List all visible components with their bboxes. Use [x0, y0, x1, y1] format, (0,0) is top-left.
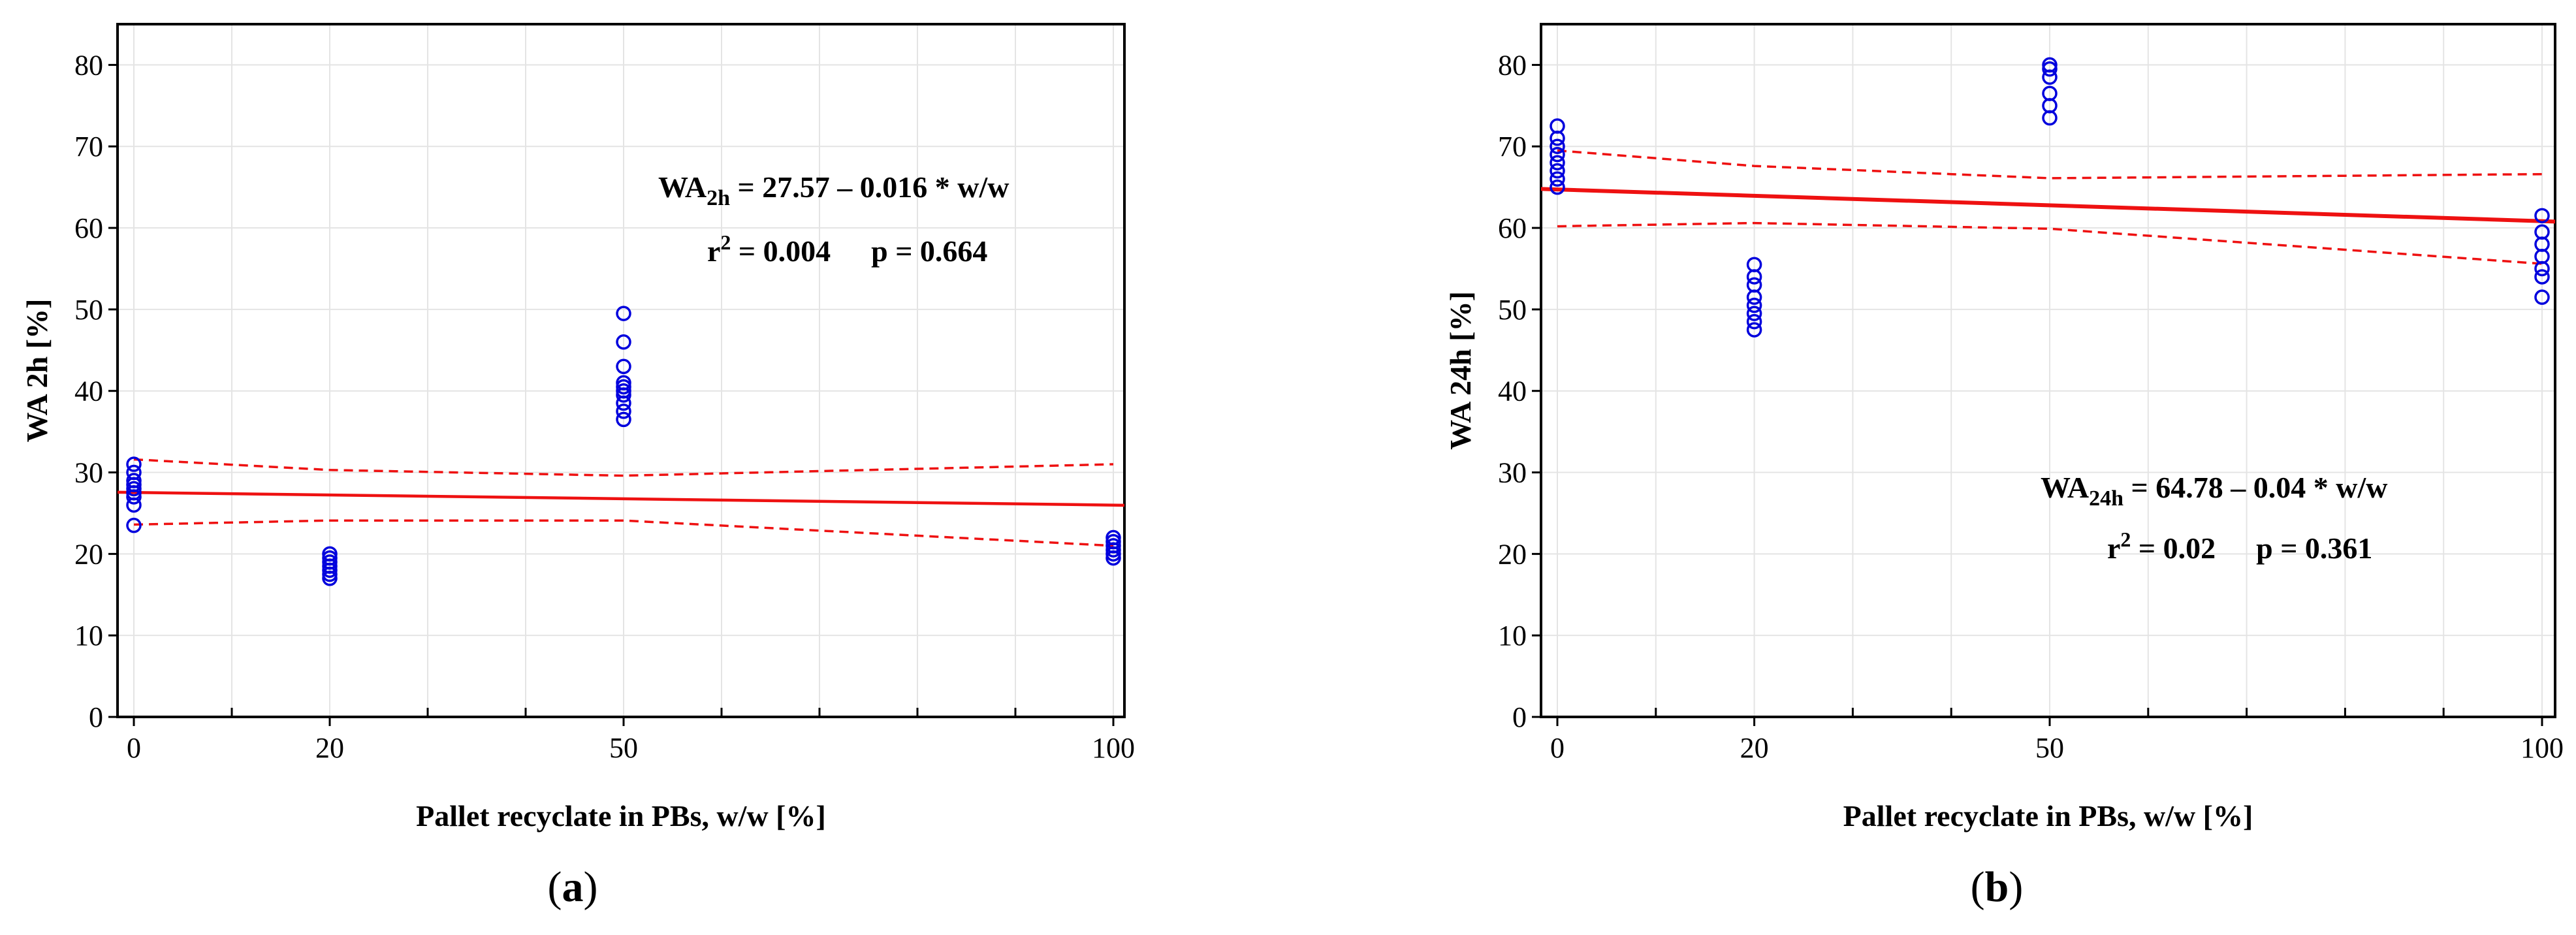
data-point [2534, 224, 2550, 240]
data-point [1550, 171, 1565, 187]
panel-b: 0 10 20 30 40 50 60 70 80 0 20 50 100 Pallet recyclat… [1444, 23, 2564, 911]
data-point [616, 379, 631, 395]
regression-stats: r2 = 0.004 p = 0.664 [707, 230, 987, 268]
data-point [1105, 530, 1121, 546]
data-point [2042, 61, 2058, 77]
y-tick-label: 70 [1498, 131, 1527, 163]
data-point [126, 517, 142, 533]
x-tick-label: 50 [609, 732, 638, 764]
y-tick-label: 80 [1498, 49, 1527, 81]
regression-line [117, 490, 1125, 507]
data-point [1550, 163, 1565, 179]
data-point [616, 306, 631, 321]
panel-label: (b) [1971, 863, 2024, 911]
data-point [616, 411, 631, 428]
data-point [616, 334, 631, 350]
y-tick-label: 50 [1498, 294, 1527, 326]
regression-stats: r2 = 0.02 p = 0.361 [2107, 528, 2372, 565]
data-point [1746, 277, 1762, 293]
regression-equation: WA24h = 64.78 – 0.04 * w/w [2041, 471, 2387, 511]
data-point [1550, 118, 1565, 134]
data-point [616, 358, 631, 375]
data-point [126, 456, 142, 472]
y-tick-label: 50 [74, 294, 103, 326]
x-tick-label: 0 [127, 732, 141, 764]
y-tick-label: 10 [1498, 620, 1527, 652]
y-tick-label: 60 [1498, 212, 1527, 244]
data-point [2534, 289, 2550, 305]
data-point [126, 473, 142, 488]
plot-frame [116, 23, 1126, 718]
data-point [1550, 146, 1565, 163]
data-point [322, 546, 338, 562]
data-point [1550, 179, 1565, 195]
y-axis-title: WA 24h [%] [1444, 291, 1477, 450]
data-point [1746, 313, 1762, 330]
y-tick-label: 20 [74, 538, 103, 570]
data-point [1746, 297, 1762, 313]
x-tick-label: 100 [2520, 732, 2564, 764]
y-tick-label: 30 [1498, 457, 1527, 489]
x-tick-label: 0 [1550, 732, 1565, 764]
x-tick-label: 100 [1092, 732, 1135, 764]
y-tick-label: 20 [1498, 538, 1527, 570]
data-point [1746, 306, 1762, 321]
panel-a: 0 10 20 30 40 50 60 70 80 0 20 50 100 Pallet recyclat… [20, 23, 1135, 911]
y-tick-label: 0 [89, 701, 103, 733]
confidence-upper-line [133, 458, 1114, 477]
x-axis-title: Pallet recyclate in PBs, w/w [%] [1843, 799, 2253, 832]
data-point [616, 375, 631, 390]
data-point [616, 383, 631, 399]
data-point [2534, 269, 2550, 285]
data-point [1105, 533, 1121, 550]
data-point [126, 481, 142, 497]
data-point [1550, 155, 1565, 170]
data-point [2042, 86, 2058, 101]
data-point [322, 550, 338, 566]
y-tick-label: 0 [1512, 701, 1527, 733]
panel-label: (a) [548, 863, 598, 911]
y-axis-title: WA 2h [%] [20, 299, 54, 443]
x-tick-label: 20 [315, 732, 344, 764]
data-point [2042, 57, 2058, 73]
data-point [322, 554, 338, 570]
plot-frame [1540, 23, 2556, 718]
data-point [1746, 322, 1762, 338]
data-point [616, 404, 631, 419]
y-tick-label: 40 [1498, 375, 1527, 407]
y-tick-label: 60 [74, 212, 103, 244]
regression-equation: WA2h = 27.57 – 0.016 * w/w [658, 170, 1009, 210]
x-axis-title: Pallet recyclate in PBs, w/w [%] [416, 799, 826, 832]
data-point [126, 464, 142, 481]
x-tick-label: 20 [1740, 732, 1769, 764]
confidence-lower-line [133, 519, 1114, 547]
x-tick-label: 50 [2035, 732, 2064, 764]
data-point [1550, 138, 1565, 154]
regression-line [1540, 187, 2556, 224]
y-tick-label: 80 [74, 49, 103, 81]
data-point [2534, 208, 2550, 224]
y-tick-label: 30 [74, 457, 103, 489]
y-tick-label: 10 [74, 620, 103, 652]
y-tick-label: 70 [74, 131, 103, 163]
data-point [1105, 538, 1121, 554]
y-tick-label: 40 [74, 375, 103, 407]
data-point [1746, 257, 1762, 272]
